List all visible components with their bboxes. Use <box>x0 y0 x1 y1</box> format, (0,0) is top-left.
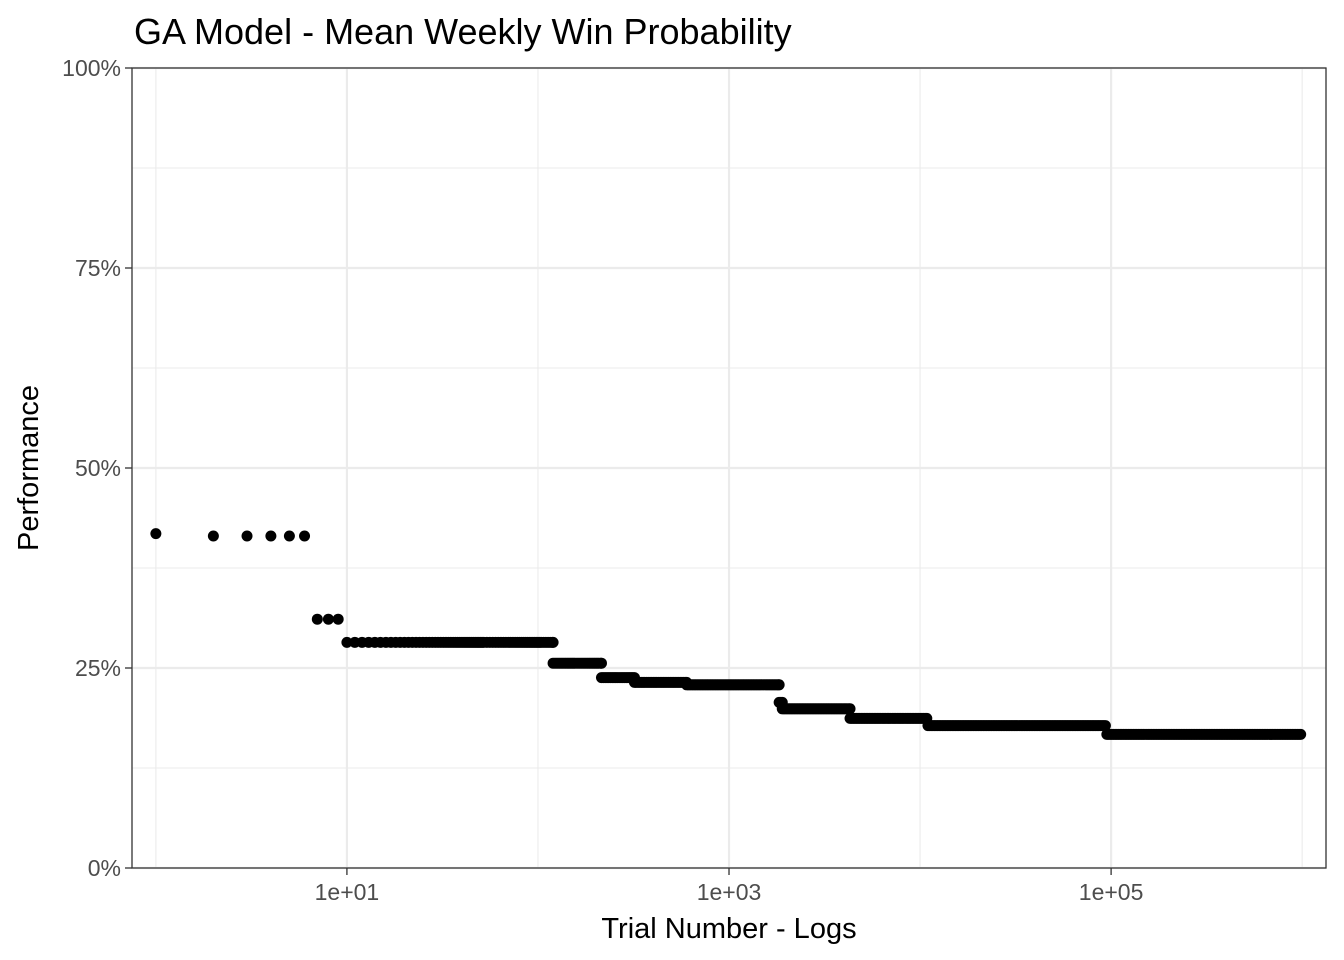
data-point <box>341 636 353 648</box>
x-tick-label: 1e+05 <box>1079 879 1144 905</box>
y-tick-label: 50% <box>75 455 121 481</box>
data-point <box>241 530 253 542</box>
data-point <box>773 679 785 691</box>
data-point <box>844 703 856 715</box>
data-point <box>547 636 559 648</box>
y-tick-label: 100% <box>62 55 121 81</box>
data-point <box>265 530 277 542</box>
data-point <box>1295 728 1307 740</box>
data-point <box>150 528 162 540</box>
data-point <box>595 657 607 669</box>
y-tick-label: 75% <box>75 255 121 281</box>
y-axis-title: Performance <box>13 385 45 551</box>
x-tick-label: 1e+03 <box>697 879 762 905</box>
x-axis-title: Trial Number - Logs <box>601 913 856 945</box>
data-point <box>1099 720 1111 732</box>
data-point <box>299 530 311 542</box>
data-point <box>207 530 219 542</box>
chart-title: GA Model - Mean Weekly Win Probability <box>134 11 792 52</box>
y-tick-label: 25% <box>75 655 121 681</box>
data-point <box>311 613 323 625</box>
data-points <box>150 528 1307 740</box>
x-axis: 1e+01 1e+03 1e+05 <box>315 868 1144 905</box>
x-tick-label: 1e+01 <box>315 879 380 905</box>
data-point <box>283 530 295 542</box>
y-axis: 0% 25% 50% 75% 100% <box>62 55 132 881</box>
data-point <box>322 613 334 625</box>
data-point <box>332 613 344 625</box>
y-tick-label: 0% <box>88 855 121 881</box>
